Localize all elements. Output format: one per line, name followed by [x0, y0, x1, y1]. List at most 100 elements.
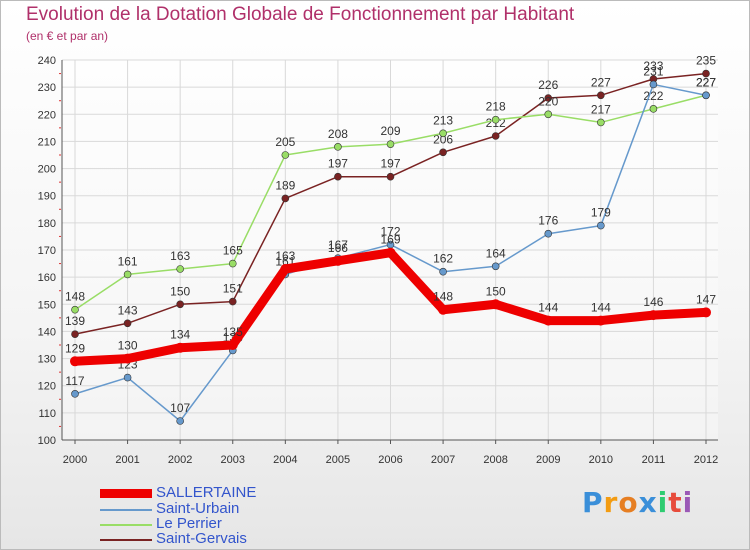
data-point	[544, 110, 553, 119]
y-tick-label: 130	[38, 354, 56, 366]
y-tick-label: 170	[38, 245, 56, 257]
data-point	[439, 267, 447, 276]
data-label: 129	[65, 341, 85, 355]
data-label: 134	[170, 328, 190, 342]
y-tick-label: 140	[38, 326, 56, 338]
x-tick-label: 2009	[536, 454, 560, 466]
data-point	[491, 132, 500, 140]
data-label: 150	[486, 284, 506, 298]
x-tick-label: 2000	[63, 454, 87, 466]
legend-swatch	[100, 509, 152, 511]
data-point	[176, 265, 184, 273]
x-tick-label: 2001	[115, 454, 139, 466]
data-point	[228, 259, 237, 268]
data-point	[597, 118, 605, 127]
data-point	[385, 247, 396, 258]
data-point	[702, 69, 710, 78]
x-tick-label: 2010	[589, 454, 613, 466]
logo-letter: i	[682, 486, 694, 519]
data-point	[332, 255, 343, 266]
x-tick-label: 2004	[273, 454, 297, 466]
data-point	[281, 194, 290, 203]
data-label: 176	[538, 214, 558, 228]
data-point	[228, 297, 237, 306]
data-label: 144	[591, 301, 611, 315]
data-point	[123, 319, 132, 328]
data-point	[491, 262, 500, 271]
data-label: 189	[275, 178, 295, 192]
chart-subtitle: (en € et par an)	[26, 29, 109, 43]
data-point	[176, 300, 184, 309]
y-tick-label: 120	[38, 381, 56, 393]
chart-title: Evolution de la Dotation Globale de Fonc…	[26, 4, 575, 25]
data-label: 135	[223, 325, 243, 339]
data-label: 169	[380, 233, 400, 247]
x-tick-label: 2003	[221, 454, 245, 466]
data-point	[281, 151, 290, 159]
data-label: 226	[538, 78, 558, 92]
data-label: 209	[380, 124, 400, 138]
data-point	[490, 299, 501, 310]
data-label: 197	[328, 157, 348, 171]
data-point	[71, 330, 79, 338]
data-point	[227, 340, 238, 350]
data-label: 231	[643, 64, 663, 78]
data-point	[649, 105, 658, 113]
data-label: 167	[328, 238, 348, 252]
data-point	[123, 373, 132, 382]
data-point	[544, 94, 553, 102]
y-tick-label: 200	[38, 164, 56, 176]
data-point	[597, 91, 605, 100]
data-label: 179	[591, 206, 611, 220]
data-label: 227	[591, 75, 611, 89]
data-label: 163	[275, 249, 295, 263]
data-label: 164	[486, 246, 506, 260]
data-label: 150	[170, 284, 190, 298]
data-label: 218	[486, 100, 506, 114]
data-point	[543, 315, 554, 326]
logo-letter: P	[582, 486, 604, 519]
y-tick-label: 190	[38, 191, 56, 203]
y-tick-label: 100	[38, 435, 56, 447]
data-label: 107	[170, 401, 190, 415]
data-point	[648, 310, 659, 321]
logo-letter: r	[603, 486, 619, 519]
data-point	[122, 353, 133, 364]
data-point	[544, 229, 553, 238]
data-label: 217	[591, 102, 611, 116]
data-point	[334, 172, 342, 181]
data-label: 227	[696, 75, 716, 89]
data-label: 222	[643, 89, 663, 103]
x-tick-label: 2002	[168, 454, 192, 466]
logo-letter: o	[618, 486, 639, 519]
data-label: 148	[433, 290, 453, 304]
x-tick-label: 2008	[483, 454, 507, 466]
data-label: 147	[696, 292, 716, 306]
x-tick-label: 2005	[326, 454, 350, 466]
data-point	[649, 80, 658, 89]
data-label: 208	[328, 127, 348, 141]
data-point	[702, 91, 710, 100]
logo-letter: x	[638, 486, 658, 519]
data-point	[71, 305, 79, 314]
x-tick-label: 2011	[642, 454, 666, 466]
data-point	[595, 315, 606, 326]
data-point	[334, 143, 342, 151]
data-label: 139	[65, 314, 85, 328]
data-label: 148	[65, 290, 85, 304]
data-label: 165	[223, 244, 243, 258]
data-label: 205	[275, 135, 295, 149]
y-tick-label: 150	[38, 299, 56, 311]
data-label: 117	[65, 374, 84, 388]
data-label: 166	[328, 241, 348, 255]
data-point	[386, 140, 395, 148]
legend-swatch	[100, 524, 152, 526]
data-point	[491, 115, 500, 124]
data-label: 161	[118, 254, 138, 268]
data-point	[176, 417, 184, 425]
legend-swatch	[100, 489, 152, 498]
data-point	[386, 172, 395, 181]
x-tick-label: 2006	[378, 454, 402, 466]
data-point	[70, 356, 80, 367]
